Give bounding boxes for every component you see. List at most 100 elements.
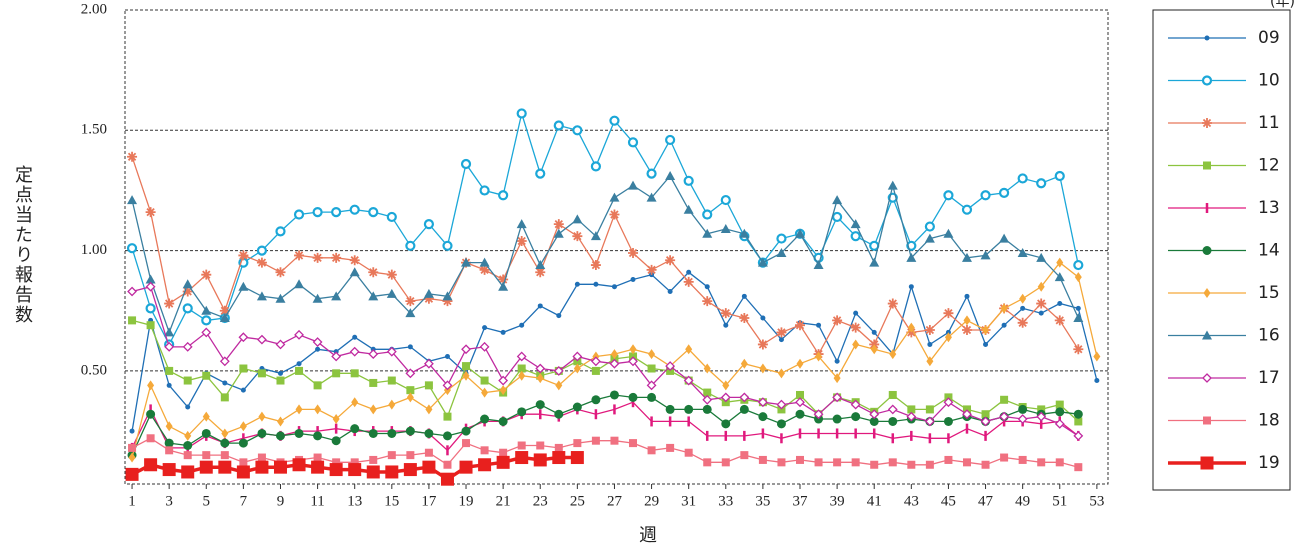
legend-label: 17 <box>1258 368 1280 388</box>
marker <box>313 431 323 441</box>
marker <box>924 416 935 427</box>
marker <box>145 303 156 314</box>
marker <box>276 416 284 427</box>
marker <box>256 245 268 256</box>
marker <box>295 366 304 375</box>
marker <box>1054 272 1065 282</box>
marker <box>776 399 787 410</box>
marker <box>479 341 490 352</box>
marker <box>478 458 492 472</box>
marker <box>406 392 414 403</box>
marker <box>295 404 303 415</box>
x-tick-label: 1 <box>128 493 136 509</box>
series-line <box>131 110 1079 346</box>
marker <box>796 390 805 399</box>
marker <box>757 397 768 408</box>
marker <box>740 451 749 460</box>
marker <box>275 226 286 237</box>
y-tick-label: 1.50 <box>81 122 107 138</box>
marker <box>572 214 583 224</box>
marker <box>852 339 860 350</box>
marker <box>961 325 972 336</box>
marker <box>573 363 581 374</box>
marker <box>869 257 880 267</box>
marker <box>332 414 340 425</box>
marker <box>165 421 173 432</box>
marker <box>368 428 378 438</box>
marker <box>962 409 972 420</box>
marker <box>610 436 619 445</box>
marker <box>610 349 618 360</box>
marker <box>351 397 359 408</box>
marker <box>183 376 192 385</box>
marker <box>1074 272 1082 283</box>
marker <box>498 416 508 426</box>
marker <box>1074 417 1083 426</box>
marker <box>294 279 305 289</box>
legend-label: 19 <box>1258 453 1280 473</box>
legend-label: 12 <box>1258 156 1280 176</box>
legend-label: 14 <box>1258 241 1280 261</box>
marker <box>889 349 897 360</box>
marker <box>998 187 1010 198</box>
marker <box>369 455 378 464</box>
marker <box>1057 301 1063 307</box>
marker <box>368 291 379 301</box>
marker <box>220 438 230 448</box>
marker <box>943 397 954 408</box>
marker <box>628 356 638 367</box>
marker <box>944 332 952 343</box>
marker <box>980 416 991 427</box>
marker <box>423 288 434 298</box>
marker <box>1036 252 1047 262</box>
marker <box>871 329 877 335</box>
x-tick-label: 33 <box>718 493 733 509</box>
marker <box>348 463 362 477</box>
marker <box>850 322 861 333</box>
marker <box>665 361 676 372</box>
marker <box>704 284 710 290</box>
marker <box>314 404 322 415</box>
marker <box>218 460 232 474</box>
marker <box>834 358 840 364</box>
marker <box>369 404 377 415</box>
marker <box>368 349 379 359</box>
marker <box>1001 322 1007 328</box>
marker <box>887 180 898 190</box>
marker <box>553 219 564 230</box>
marker <box>256 257 267 268</box>
marker <box>352 334 358 340</box>
marker <box>164 438 174 448</box>
marker <box>423 293 434 304</box>
legend-box <box>1152 9 1291 491</box>
marker <box>275 339 286 350</box>
marker <box>535 267 546 278</box>
marker <box>462 370 470 381</box>
marker <box>331 351 342 362</box>
marker <box>386 269 397 280</box>
marker <box>535 400 545 410</box>
marker <box>926 356 934 367</box>
marker <box>405 296 416 307</box>
marker <box>609 115 620 126</box>
marker <box>406 386 415 395</box>
marker <box>405 308 416 318</box>
marker <box>500 329 506 335</box>
marker <box>943 228 954 238</box>
x-tick-label: 25 <box>570 493 585 509</box>
marker <box>1017 317 1028 328</box>
marker <box>720 308 731 319</box>
marker <box>590 161 602 172</box>
marker <box>647 392 657 402</box>
marker <box>683 175 694 186</box>
marker <box>667 289 673 295</box>
marker <box>444 353 450 359</box>
x-axis-title: 週 <box>639 525 657 546</box>
marker <box>238 332 249 343</box>
marker <box>201 315 212 326</box>
marker <box>239 421 247 432</box>
marker <box>630 276 636 282</box>
marker <box>720 194 731 206</box>
marker <box>850 219 861 229</box>
x-tick-label: 47 <box>978 493 994 509</box>
